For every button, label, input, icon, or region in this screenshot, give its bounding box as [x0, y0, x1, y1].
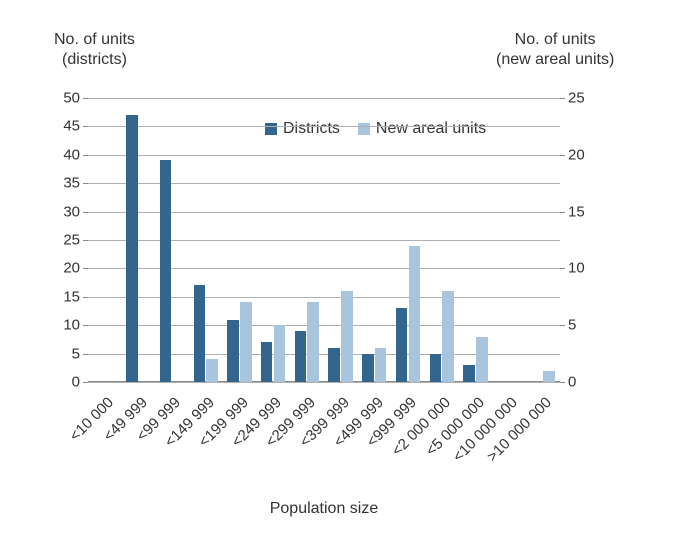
y-left-tick-label: 35 [40, 175, 80, 192]
x-axis-title: Population size [88, 500, 560, 518]
gridline [88, 325, 560, 326]
y-right-tick-mark [560, 155, 565, 156]
bar [328, 348, 339, 382]
bar [409, 246, 420, 382]
bar [430, 354, 441, 382]
bar [442, 291, 453, 382]
bar [396, 308, 407, 382]
gridline [88, 126, 560, 127]
bar [240, 302, 251, 382]
bar [160, 160, 171, 382]
y-left-tick-mark [83, 98, 88, 99]
y-right-tick-label: 10 [568, 260, 585, 277]
y-left-tick-mark [83, 354, 88, 355]
y-right-tick-mark [560, 212, 565, 213]
y-left-tick-mark [83, 126, 88, 127]
y-left-tick-label: 50 [40, 90, 80, 107]
y-left-tick-mark [83, 212, 88, 213]
bar [463, 365, 474, 382]
bar [295, 331, 306, 382]
bar [227, 320, 238, 382]
y-left-tick-mark [83, 240, 88, 241]
plot-area [88, 98, 560, 382]
y-right-axis-title: No. of units (new areal units) [496, 30, 614, 70]
bar [375, 348, 386, 382]
bar [341, 291, 352, 382]
y-left-tick-label: 30 [40, 203, 80, 220]
y-left-tick-mark [83, 325, 88, 326]
y-right-tick-mark [560, 268, 565, 269]
y-right-tick-label: 20 [568, 146, 585, 163]
bar [307, 302, 318, 382]
y-left-tick-label: 25 [40, 232, 80, 249]
y-right-tick-label: 15 [568, 203, 585, 220]
y-left-tick-mark [83, 183, 88, 184]
gridline [88, 98, 560, 99]
bar [362, 354, 373, 382]
y-right-tick-mark [560, 382, 565, 383]
y-left-axis-title: No. of units (districts) [54, 30, 135, 70]
chart-container: No. of units (districts) No. of units (n… [0, 0, 673, 555]
x-axis-line [88, 381, 560, 382]
bar [543, 371, 554, 382]
bar [274, 325, 285, 382]
y-left-tick-label: 15 [40, 288, 80, 305]
gridline [88, 297, 560, 298]
y-left-tick-label: 10 [40, 317, 80, 334]
gridline [88, 268, 560, 269]
gridline [88, 183, 560, 184]
bar [126, 115, 137, 382]
y-right-tick-mark [560, 98, 565, 99]
gridline [88, 382, 560, 383]
y-left-tick-label: 40 [40, 146, 80, 163]
gridline [88, 354, 560, 355]
bar [261, 342, 272, 382]
bar [206, 359, 217, 382]
y-left-tick-label: 45 [40, 118, 80, 135]
gridline [88, 240, 560, 241]
y-left-tick-mark [83, 155, 88, 156]
y-right-tick-label: 5 [568, 317, 576, 334]
gridline [88, 155, 560, 156]
y-left-tick-label: 0 [40, 374, 80, 391]
y-left-tick-label: 5 [40, 345, 80, 362]
y-left-tick-label: 20 [40, 260, 80, 277]
y-right-tick-label: 25 [568, 90, 585, 107]
bar [476, 337, 487, 382]
bar [194, 285, 205, 382]
y-left-tick-mark [83, 297, 88, 298]
gridline [88, 212, 560, 213]
y-left-tick-mark [83, 382, 88, 383]
y-right-tick-mark [560, 325, 565, 326]
y-right-tick-label: 0 [568, 374, 576, 391]
y-left-tick-mark [83, 268, 88, 269]
